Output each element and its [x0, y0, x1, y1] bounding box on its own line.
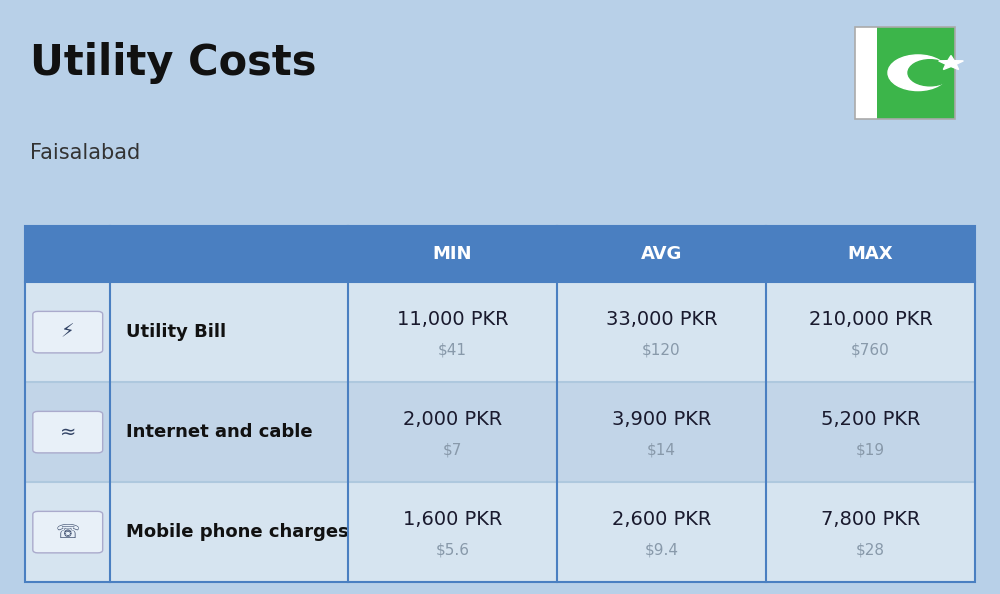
- Text: Mobile phone charges: Mobile phone charges: [126, 523, 348, 541]
- Text: 33,000 PKR: 33,000 PKR: [606, 309, 717, 328]
- FancyBboxPatch shape: [33, 311, 103, 353]
- Text: Utility Bill: Utility Bill: [126, 323, 226, 341]
- Text: $9.4: $9.4: [644, 542, 678, 557]
- Text: Utility Costs: Utility Costs: [30, 42, 316, 84]
- FancyBboxPatch shape: [25, 226, 110, 282]
- Text: 5,200 PKR: 5,200 PKR: [821, 410, 920, 428]
- FancyBboxPatch shape: [25, 482, 975, 582]
- Text: 7,800 PKR: 7,800 PKR: [821, 510, 920, 529]
- Text: AVG: AVG: [641, 245, 682, 263]
- Text: ☏: ☏: [56, 523, 80, 542]
- FancyBboxPatch shape: [33, 412, 103, 453]
- Text: MIN: MIN: [433, 245, 472, 263]
- Circle shape: [888, 55, 948, 90]
- Text: Faisalabad: Faisalabad: [30, 143, 140, 163]
- Text: $5.6: $5.6: [435, 542, 470, 557]
- FancyBboxPatch shape: [877, 27, 955, 119]
- Text: 3,900 PKR: 3,900 PKR: [612, 410, 711, 428]
- Text: 11,000 PKR: 11,000 PKR: [397, 309, 508, 328]
- Text: $19: $19: [856, 443, 885, 457]
- Text: ⚡: ⚡: [61, 323, 75, 342]
- Text: Internet and cable: Internet and cable: [126, 423, 312, 441]
- FancyBboxPatch shape: [25, 226, 975, 282]
- Text: 1,600 PKR: 1,600 PKR: [403, 510, 502, 529]
- Text: $120: $120: [642, 343, 681, 358]
- Text: 2,600 PKR: 2,600 PKR: [612, 510, 711, 529]
- Text: $7: $7: [443, 443, 462, 457]
- Text: 2,000 PKR: 2,000 PKR: [403, 410, 502, 428]
- Text: 210,000 PKR: 210,000 PKR: [809, 309, 932, 328]
- Polygon shape: [939, 56, 963, 69]
- Circle shape: [908, 60, 952, 86]
- FancyBboxPatch shape: [25, 382, 975, 482]
- FancyBboxPatch shape: [855, 27, 877, 119]
- FancyBboxPatch shape: [25, 282, 975, 382]
- Text: $41: $41: [438, 343, 467, 358]
- Text: $28: $28: [856, 542, 885, 557]
- Text: ≈: ≈: [60, 423, 76, 441]
- Text: MAX: MAX: [848, 245, 893, 263]
- Text: $760: $760: [851, 343, 890, 358]
- Text: $14: $14: [647, 443, 676, 457]
- FancyBboxPatch shape: [33, 511, 103, 553]
